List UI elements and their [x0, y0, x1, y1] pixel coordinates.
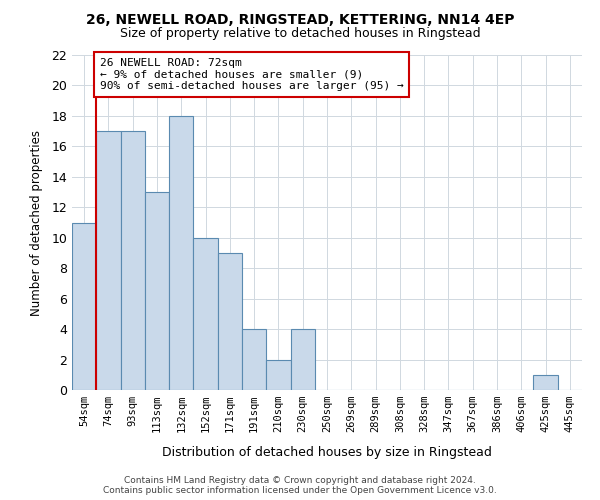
Text: Size of property relative to detached houses in Ringstead: Size of property relative to detached ho…	[119, 28, 481, 40]
Bar	[145, 192, 169, 390]
Bar	[72, 222, 96, 390]
X-axis label: Distribution of detached houses by size in Ringstead: Distribution of detached houses by size …	[162, 446, 492, 459]
Bar	[290, 329, 315, 390]
Bar	[242, 329, 266, 390]
Bar	[193, 238, 218, 390]
Bar	[533, 375, 558, 390]
Bar	[218, 253, 242, 390]
Y-axis label: Number of detached properties: Number of detached properties	[30, 130, 43, 316]
Bar	[121, 131, 145, 390]
Text: 26, NEWELL ROAD, RINGSTEAD, KETTERING, NN14 4EP: 26, NEWELL ROAD, RINGSTEAD, KETTERING, N…	[86, 12, 514, 26]
Text: Contains HM Land Registry data © Crown copyright and database right 2024.
Contai: Contains HM Land Registry data © Crown c…	[103, 476, 497, 495]
Bar	[96, 131, 121, 390]
Bar	[169, 116, 193, 390]
Text: 26 NEWELL ROAD: 72sqm
← 9% of detached houses are smaller (9)
90% of semi-detach: 26 NEWELL ROAD: 72sqm ← 9% of detached h…	[100, 58, 404, 91]
Bar	[266, 360, 290, 390]
